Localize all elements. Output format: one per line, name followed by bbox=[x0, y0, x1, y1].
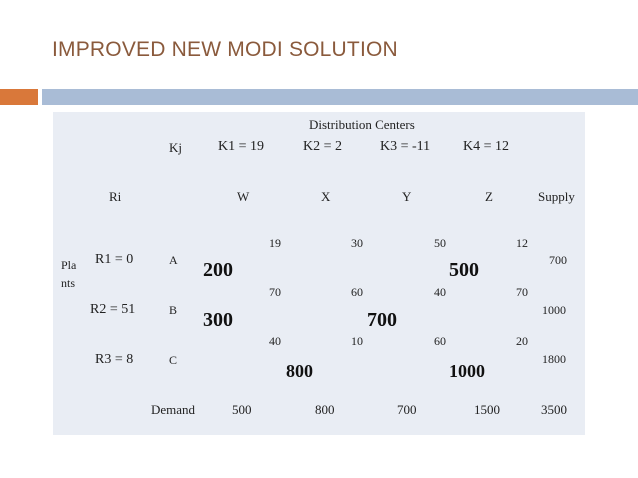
cost-c-z: 20 bbox=[516, 334, 528, 348]
accent-bar-blue bbox=[42, 89, 638, 105]
transportation-table: Distribution Centers Kj K1 = 19 K2 = 2 K… bbox=[53, 112, 585, 435]
k1-value: K1 = 19 bbox=[218, 139, 265, 154]
plants-label-part2: nts bbox=[61, 276, 76, 290]
demand-x: 800 bbox=[315, 402, 335, 417]
distribution-centers-header: Distribution Centers bbox=[309, 117, 415, 132]
cost-a-w: 19 bbox=[269, 236, 281, 250]
cost-b-z: 70 bbox=[516, 285, 528, 299]
demand-y: 700 bbox=[397, 402, 417, 417]
allocation-b-y: 700 bbox=[367, 309, 397, 331]
cost-a-y: 50 bbox=[434, 236, 446, 250]
k3-value: K3 = -11 bbox=[380, 139, 431, 154]
column-x: X bbox=[321, 189, 331, 204]
cost-c-w: 40 bbox=[269, 334, 281, 348]
cost-b-x: 60 bbox=[351, 285, 363, 299]
supply-a: 700 bbox=[549, 253, 567, 267]
plant-a: A bbox=[169, 253, 178, 267]
total-supply-demand: 3500 bbox=[541, 402, 567, 417]
row-r2: R2 = 51 bbox=[90, 302, 136, 317]
supply-b: 1000 bbox=[542, 303, 566, 317]
allocation-a-z: 500 bbox=[449, 259, 479, 281]
k2-value: K2 = 2 bbox=[303, 139, 343, 154]
allocation-a-w: 200 bbox=[203, 259, 233, 281]
demand-label: Demand bbox=[151, 402, 196, 417]
supply-label: Supply bbox=[538, 189, 575, 204]
row-r3: R3 = 8 bbox=[95, 352, 134, 367]
accent-bar-orange bbox=[0, 89, 38, 105]
allocation-c-z: 1000 bbox=[449, 361, 485, 381]
column-z: Z bbox=[485, 189, 493, 204]
k4-value: K4 = 12 bbox=[463, 139, 510, 154]
supply-c: 1800 bbox=[542, 352, 566, 366]
kj-label: Kj bbox=[169, 140, 182, 155]
row-r1: R1 = 0 bbox=[95, 252, 134, 267]
plants-label-part1: Pla bbox=[61, 258, 77, 272]
column-y: Y bbox=[402, 189, 412, 204]
plant-b: B bbox=[169, 303, 178, 317]
cost-a-z: 12 bbox=[516, 236, 528, 250]
slide-title: IMPROVED NEW MODI SOLUTION bbox=[52, 38, 398, 61]
plant-c: C bbox=[169, 353, 178, 367]
allocation-c-x: 800 bbox=[286, 361, 313, 381]
cost-c-y: 60 bbox=[434, 334, 446, 348]
demand-z: 1500 bbox=[474, 402, 500, 417]
column-w: W bbox=[237, 189, 250, 204]
cost-b-y: 40 bbox=[434, 285, 446, 299]
ri-label: Ri bbox=[109, 189, 122, 204]
cost-c-x: 10 bbox=[351, 334, 363, 348]
demand-w: 500 bbox=[232, 402, 252, 417]
allocation-b-w: 300 bbox=[203, 309, 233, 331]
cost-b-w: 70 bbox=[269, 285, 281, 299]
cost-a-x: 30 bbox=[351, 236, 363, 250]
